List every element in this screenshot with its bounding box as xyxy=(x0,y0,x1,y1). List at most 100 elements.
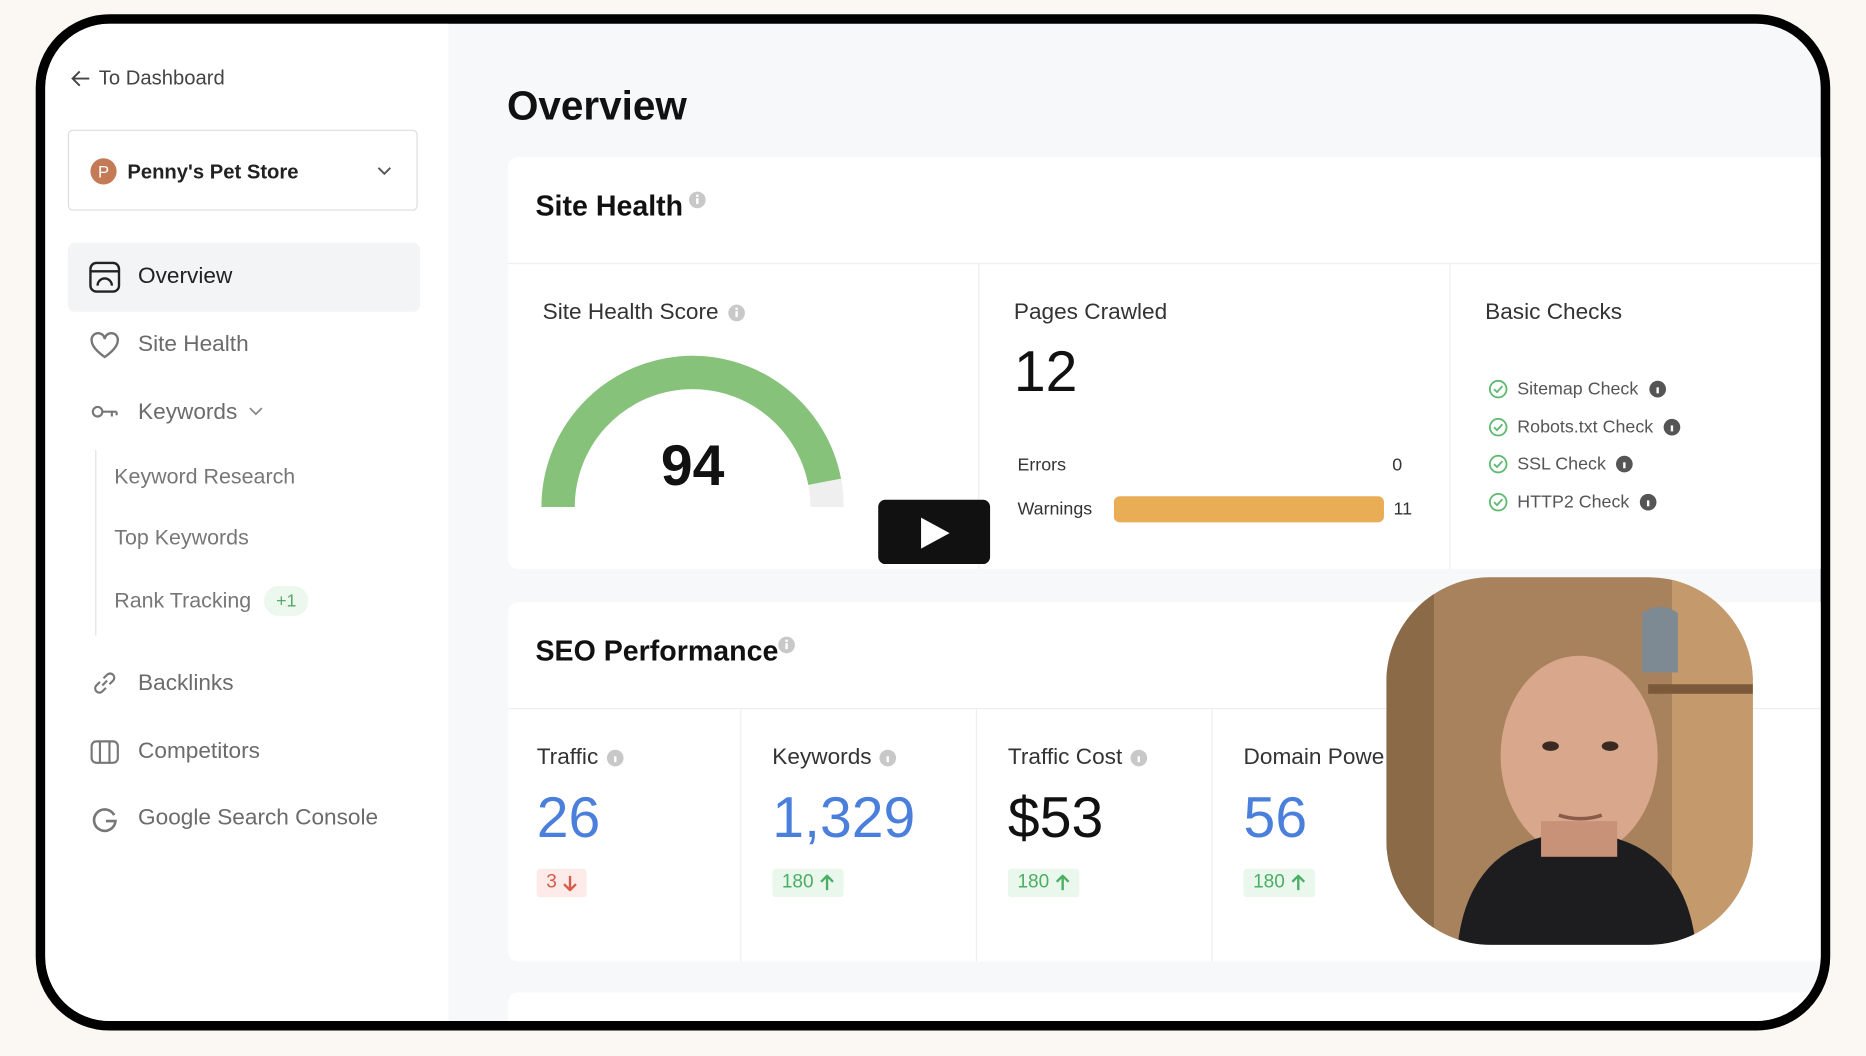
info-icon xyxy=(1640,493,1657,511)
active-nav-bg xyxy=(67,242,421,312)
competitors-icon xyxy=(90,740,119,764)
check-mark xyxy=(1493,385,1504,394)
check-mark xyxy=(1493,423,1504,431)
project-name: Penny's Pet Store xyxy=(127,160,299,184)
sidebar: To Dashboard P Penny's Pet Store Overvie… xyxy=(45,23,449,1022)
metric-label: Basic Checks xyxy=(1485,299,1623,325)
next-card xyxy=(508,992,1821,1022)
info-bar xyxy=(1623,462,1627,469)
arrow xyxy=(1055,874,1070,891)
errors-label: Errors xyxy=(1017,455,1067,476)
arrow xyxy=(1291,874,1305,891)
metric-label: Traffic xyxy=(536,744,599,770)
metric-label: Site Health Score xyxy=(542,299,719,325)
project-select[interactable] xyxy=(67,129,418,211)
delta-arrow xyxy=(819,874,834,891)
divider xyxy=(975,708,977,962)
info-icon xyxy=(1130,749,1148,767)
subnav-line xyxy=(95,449,97,636)
warnings-label: Warnings xyxy=(1017,499,1093,520)
delta-badge: 3 xyxy=(536,868,587,898)
heart-icon xyxy=(90,332,120,359)
metric-value: $53 xyxy=(1007,787,1104,851)
divider xyxy=(1449,262,1451,569)
back-link[interactable]: To Dashboard xyxy=(98,66,225,90)
divider xyxy=(978,262,980,569)
check-icon xyxy=(1488,379,1508,399)
section-title: SEO Performance xyxy=(535,635,779,668)
nav-item[interactable]: Site Health xyxy=(138,332,249,358)
delta-value: 3 xyxy=(546,872,557,893)
info-bar xyxy=(1671,424,1674,431)
divider xyxy=(508,708,1821,710)
gauge xyxy=(541,355,844,508)
gauge-fill xyxy=(541,355,842,508)
delta-value: 180 xyxy=(781,872,814,893)
info-icon xyxy=(778,636,795,654)
info-icon xyxy=(1616,455,1634,473)
chevron xyxy=(249,407,263,416)
issue-bar xyxy=(1113,496,1384,523)
arrow xyxy=(563,875,577,892)
chevron xyxy=(377,167,391,176)
delta-badge: 180 xyxy=(1007,868,1079,898)
check-circle xyxy=(1488,455,1508,474)
subnav-item[interactable]: Top Keywords xyxy=(114,525,249,550)
page-title: Overview xyxy=(506,83,687,130)
issue-bars xyxy=(1113,496,1384,523)
delta-value: 180 xyxy=(1017,872,1050,893)
info-bar xyxy=(887,756,890,763)
check-mark xyxy=(1493,498,1504,507)
info-bar xyxy=(1647,500,1650,507)
subnav-item[interactable]: Rank Tracking xyxy=(114,588,252,613)
nav-item[interactable]: Overview xyxy=(138,264,233,290)
arrow xyxy=(819,874,834,891)
link-icon xyxy=(94,672,116,694)
key-icon xyxy=(91,405,118,418)
section-title: Site Health xyxy=(535,190,684,223)
check-circle xyxy=(1488,379,1508,399)
check-label: HTTP2 Check xyxy=(1517,491,1630,513)
nav-item[interactable]: Competitors xyxy=(138,738,260,764)
play-icon xyxy=(921,517,950,549)
info-bar xyxy=(1656,387,1659,394)
info-icon xyxy=(879,749,897,767)
info-bar xyxy=(1137,756,1141,763)
gauge-score: 94 xyxy=(660,434,725,499)
metric-value: 56 xyxy=(1243,787,1308,851)
nav-item[interactable]: Google Search Console xyxy=(138,805,379,831)
project-avatar: P xyxy=(90,158,117,185)
back-arrow xyxy=(71,70,90,87)
info-icon xyxy=(728,304,745,322)
delta-badge: 180 xyxy=(1243,868,1315,898)
check-icon xyxy=(1488,455,1508,474)
info-icon xyxy=(1649,380,1666,398)
metric-value: 1,329 xyxy=(772,787,916,851)
metric-label: Keywords xyxy=(772,744,872,770)
divider xyxy=(740,708,742,962)
errors-value: 0 xyxy=(1392,455,1403,476)
webcam-video xyxy=(1386,577,1753,945)
info-icon xyxy=(606,749,624,767)
metric-label: Pages Crawled xyxy=(1013,299,1168,325)
check-label: Sitemap Check xyxy=(1517,379,1639,400)
check-circle xyxy=(1488,417,1508,436)
delta-badge: 180 xyxy=(772,868,844,898)
info-icon xyxy=(1663,418,1681,436)
metric-value: 26 xyxy=(536,787,601,851)
check-circle xyxy=(1488,492,1508,512)
overview-icon xyxy=(89,261,121,293)
nav-item[interactable]: Backlinks xyxy=(138,671,234,697)
info-bar xyxy=(613,756,617,763)
subnav-item[interactable]: Keyword Research xyxy=(114,464,296,489)
delta-arrow xyxy=(1291,874,1305,891)
nav-item[interactable]: Keywords xyxy=(138,399,238,425)
google-icon xyxy=(92,808,117,833)
delta-arrow xyxy=(563,875,577,892)
metric-value: 12 xyxy=(1013,340,1078,405)
check-icon xyxy=(1488,417,1508,436)
app-window: To Dashboard P Penny's Pet Store Overvie… xyxy=(35,14,1831,1031)
check-icon xyxy=(1488,492,1508,512)
check-mark xyxy=(1493,460,1504,469)
